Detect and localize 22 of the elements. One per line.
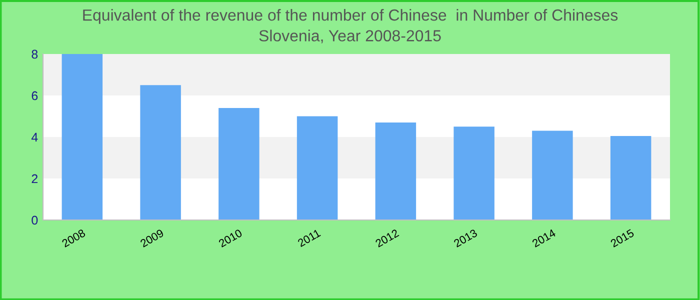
x-tick-label: 2009	[140, 228, 164, 248]
bar	[140, 85, 181, 220]
chart-title: Equivalent of the revenue of the number of Chinese in Number of Chineses Slovenia, Year 2008-2015	[83, 9, 618, 44]
bar	[218, 108, 260, 220]
y-tick-label: 0	[32, 216, 38, 225]
x-tick-label: 2012	[374, 228, 400, 248]
y-tick-label: 8	[32, 50, 38, 59]
x-tick-label: 2010	[218, 228, 243, 248]
bar	[375, 122, 416, 220]
x-tick-label: 2011	[297, 228, 321, 248]
y-tick-label: 6	[32, 91, 38, 100]
y-tick-label: 4	[31, 132, 38, 142]
bar	[454, 126, 494, 220]
bar	[532, 130, 573, 220]
bar	[62, 54, 103, 220]
x-tick-label: 2014	[532, 228, 556, 248]
y-tick-label: 2	[32, 174, 38, 184]
x-tick-label: 2008	[61, 228, 86, 248]
x-tick-label: 2013	[453, 228, 478, 248]
x-tick-label: 2015	[610, 228, 634, 248]
bar	[610, 136, 652, 220]
bar	[296, 116, 338, 220]
